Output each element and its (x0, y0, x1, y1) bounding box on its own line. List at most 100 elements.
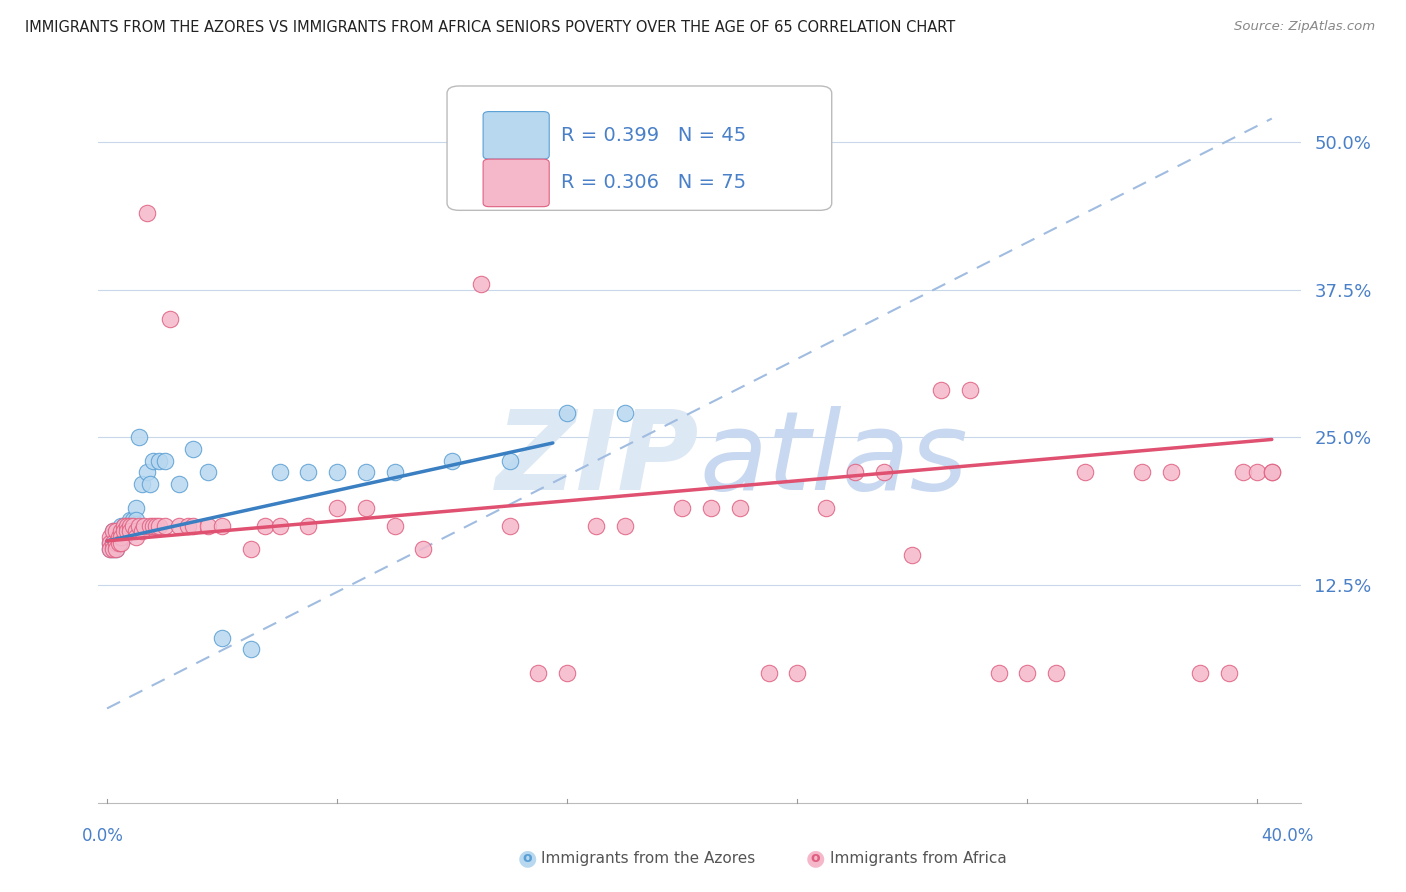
Point (326, 500, 349, 515)
Point (786, 666, 808, 681)
Point (1246, 466, 1268, 480)
Point (613, 407, 636, 421)
Point (441, 453, 464, 467)
Point (758, 666, 780, 681)
Point (142, 453, 165, 467)
Point (1160, 466, 1182, 480)
Point (585, 518, 607, 533)
Point (110, 524, 132, 539)
Point (1188, 666, 1211, 681)
Point (98, 536, 121, 550)
Point (107, 536, 129, 550)
Point (115, 524, 138, 539)
Point (239, 542, 262, 557)
Point (104, 536, 127, 550)
Point (125, 524, 148, 539)
Point (297, 518, 319, 533)
Text: Immigrants from Africa: Immigrants from Africa (830, 851, 1007, 865)
FancyBboxPatch shape (447, 86, 832, 211)
Point (555, 407, 578, 421)
Point (1017, 666, 1039, 681)
Point (120, 513, 142, 527)
Point (613, 518, 636, 533)
Point (901, 548, 924, 562)
Point (131, 477, 153, 491)
Point (115, 524, 138, 539)
Point (700, 500, 723, 515)
Text: ZIP: ZIP (496, 406, 700, 513)
Point (929, 383, 952, 397)
Point (1045, 666, 1067, 681)
Point (107, 536, 129, 550)
Point (131, 524, 153, 539)
Point (98, 530, 121, 544)
Text: 0.0%: 0.0% (82, 827, 124, 845)
Point (167, 518, 190, 533)
Point (98, 542, 121, 557)
Point (197, 518, 219, 533)
Point (145, 518, 167, 533)
Point (125, 513, 148, 527)
Point (104, 536, 127, 550)
Point (1218, 666, 1240, 681)
Point (354, 500, 377, 515)
Point (98, 542, 121, 557)
Point (104, 524, 127, 539)
Point (1074, 466, 1097, 480)
Text: R = 0.399   N = 45: R = 0.399 N = 45 (561, 126, 747, 145)
Point (527, 666, 550, 681)
Point (107, 524, 129, 539)
Text: Immigrants from the Azores: Immigrants from the Azores (541, 851, 755, 865)
Point (211, 518, 233, 533)
Text: Source: ZipAtlas.com: Source: ZipAtlas.com (1234, 20, 1375, 33)
Point (101, 542, 124, 557)
Point (104, 542, 127, 557)
Point (1261, 466, 1284, 480)
Point (815, 500, 838, 515)
Point (1261, 466, 1284, 480)
Point (148, 453, 170, 467)
Point (153, 453, 176, 467)
Point (153, 518, 176, 533)
Point (139, 477, 162, 491)
Point (104, 542, 127, 557)
Point (183, 518, 205, 533)
Text: o: o (523, 851, 531, 865)
Point (112, 518, 135, 533)
Point (671, 500, 693, 515)
Point (110, 536, 132, 550)
Point (101, 524, 124, 539)
Point (326, 466, 349, 480)
Point (239, 642, 262, 657)
FancyBboxPatch shape (484, 159, 550, 207)
Point (128, 518, 150, 533)
Point (115, 518, 138, 533)
Point (159, 312, 181, 326)
Point (128, 430, 150, 444)
Point (148, 518, 170, 533)
Point (120, 524, 142, 539)
Point (176, 518, 198, 533)
Point (183, 442, 205, 456)
Point (112, 524, 135, 539)
Point (499, 453, 522, 467)
Point (136, 466, 159, 480)
Point (167, 477, 190, 491)
Point (384, 518, 406, 533)
Point (470, 277, 492, 291)
Point (122, 513, 145, 527)
Point (384, 466, 406, 480)
Point (269, 518, 291, 533)
Point (122, 518, 145, 533)
Point (987, 666, 1010, 681)
Point (959, 383, 981, 397)
Point (115, 518, 138, 533)
Point (104, 536, 127, 550)
Point (112, 524, 135, 539)
Point (98, 536, 121, 550)
Point (1232, 466, 1254, 480)
Point (107, 530, 129, 544)
Point (412, 542, 434, 557)
Point (101, 542, 124, 557)
Point (211, 631, 233, 645)
